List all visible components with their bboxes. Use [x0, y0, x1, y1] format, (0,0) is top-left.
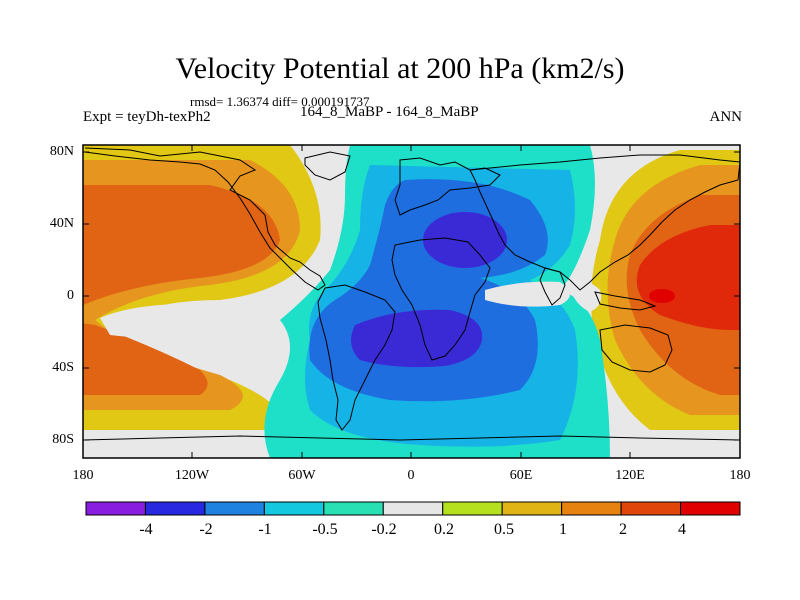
velocity-potential-field — [83, 145, 740, 458]
coastline-maritime-continent — [594, 291, 657, 311]
colorbar-swatch — [263, 501, 325, 516]
stats-text: rmsd= 1.36374 diff= 0.000191737 — [190, 94, 370, 109]
axis-ticks — [82, 145, 741, 458]
colorbar-label: -0.5 — [312, 521, 338, 538]
colorbar-swatch — [204, 501, 265, 516]
colorbar-label: -4 — [139, 521, 153, 538]
coastline-south-america — [317, 284, 396, 431]
coastline-india — [539, 267, 566, 306]
colorbar-label: 1 — [559, 521, 567, 538]
colorbar-swatch — [382, 501, 444, 516]
contour-near0-east-channel — [570, 281, 602, 312]
coastline-africa — [391, 237, 491, 361]
lat-label-40s: 40S — [52, 360, 74, 375]
lon-label-120e: 120E — [615, 468, 645, 483]
colorbar-label: 4 — [678, 521, 686, 538]
lat-label-eq: 0 — [67, 288, 74, 303]
lon-label-180e: 180 — [729, 468, 751, 483]
coastline-antarctica — [83, 435, 740, 441]
coastline-australia — [599, 324, 673, 373]
season-label: ANN — [709, 109, 743, 125]
colorbar-label: -2 — [199, 521, 213, 538]
contour-pos4-east — [636, 225, 740, 330]
lon-label-120w: 120W — [174, 468, 210, 483]
contour-pos2-west-south — [83, 323, 208, 395]
lat-label-40n: 40N — [49, 216, 74, 231]
lon-label-180w: 180 — [72, 468, 94, 483]
colorbar-swatch — [620, 501, 682, 516]
colorbar-swatch — [442, 501, 503, 516]
colorbar-label: -0.2 — [371, 521, 397, 538]
colorbar-swatch — [501, 501, 563, 516]
coastline-north-america — [84, 147, 326, 291]
coastlines — [83, 147, 740, 441]
experiment-label: Expt = teyDh-texPh2 — [83, 109, 211, 125]
coastline-europe — [394, 157, 501, 216]
colorbar-label: 0.5 — [494, 521, 514, 538]
colorbar-swatch — [85, 501, 146, 516]
colorbar — [85, 501, 741, 516]
lon-label-0: 0 — [407, 468, 415, 483]
contour-min-south — [351, 309, 483, 368]
lat-label-80s: 80S — [52, 432, 74, 447]
lon-label-60w: 60W — [288, 468, 316, 483]
coastline-asia — [469, 154, 740, 291]
contour-min-north — [423, 212, 507, 268]
contour-near0-channel — [485, 281, 570, 307]
coastline-greenland — [304, 151, 351, 181]
colorbar-label: 0.2 — [434, 521, 454, 538]
lat-label-80n: 80N — [49, 144, 74, 159]
colorbar-label: 2 — [619, 521, 627, 538]
colorbar-label: -1 — [258, 521, 272, 538]
contour-pos2-west — [83, 185, 280, 305]
contour-near0-west-tongue — [100, 303, 262, 339]
colorbar-swatch — [144, 501, 206, 516]
map-title: Velocity Potential at 200 hPa (km2/s) — [175, 52, 625, 85]
contour-max-east — [649, 289, 675, 303]
lon-label-60e: 60E — [509, 468, 533, 483]
colorbar-swatch — [680, 501, 741, 516]
colorbar-swatch — [561, 501, 622, 516]
colorbar-swatch — [323, 501, 384, 516]
case-label: 164_8_MaBP - 164_8_MaBP — [300, 104, 479, 120]
